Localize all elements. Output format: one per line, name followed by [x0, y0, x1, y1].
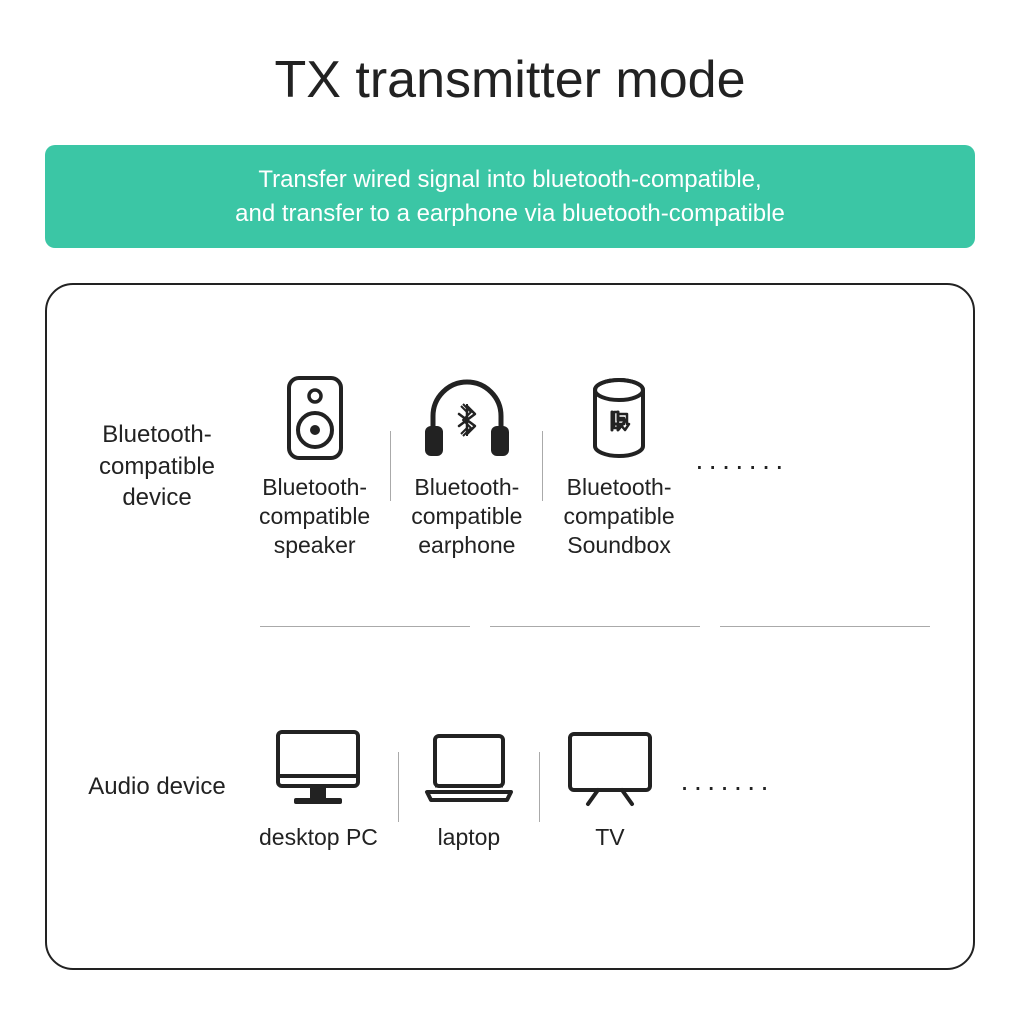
divider — [539, 752, 540, 822]
item-label: Bluetooth- compatible earphone — [411, 473, 522, 559]
divider — [398, 752, 399, 822]
item-label: laptop — [438, 823, 501, 852]
speaker-icon — [285, 373, 345, 463]
banner: Transfer wired signal into bluetooth-com… — [45, 145, 975, 248]
hdiv-row — [247, 626, 943, 627]
divider — [720, 626, 930, 627]
row-items: desktop PC laptop — [247, 723, 943, 852]
ellipsis: ······· — [672, 771, 781, 803]
item-label: TV — [595, 823, 624, 852]
tv-icon — [560, 723, 660, 813]
item-desktop: desktop PC — [247, 723, 390, 852]
divider — [260, 626, 470, 627]
row-bluetooth-device: Bluetooth- compatible device Bluetooth- … — [77, 320, 943, 612]
item-speaker: Bluetooth- compatible speaker — [247, 373, 382, 559]
row-audio-device: Audio device desktop PC — [77, 641, 943, 933]
laptop-icon — [419, 723, 519, 813]
item-label: Bluetooth- compatible speaker — [259, 473, 370, 559]
banner-line2: and transfer to a earphone via bluetooth… — [235, 200, 785, 227]
row-label-bluetooth: Bluetooth- compatible device — [77, 419, 247, 513]
banner-line1: Transfer wired signal into bluetooth-com… — [258, 166, 761, 193]
row-items: Bluetooth- compatible speaker — [247, 373, 943, 559]
divider — [390, 431, 391, 501]
item-laptop: laptop — [407, 723, 531, 852]
divider — [490, 626, 700, 627]
item-label: desktop PC — [259, 823, 378, 852]
ellipsis: ······· — [687, 450, 796, 482]
row-label-audio: Audio device — [77, 771, 247, 802]
page-title: TX transmitter mode — [274, 50, 745, 110]
divider — [542, 431, 543, 501]
item-headphones: Bluetooth- compatible earphone — [399, 373, 534, 559]
desktop-icon — [268, 723, 368, 813]
item-tv: TV — [548, 723, 672, 852]
soundbox-icon — [587, 373, 651, 463]
headphones-icon — [417, 373, 517, 463]
device-box: Bluetooth- compatible device Bluetooth- … — [45, 283, 975, 970]
item-soundbox: Bluetooth- compatible Soundbox — [551, 373, 686, 559]
item-label: Bluetooth- compatible Soundbox — [563, 473, 674, 559]
